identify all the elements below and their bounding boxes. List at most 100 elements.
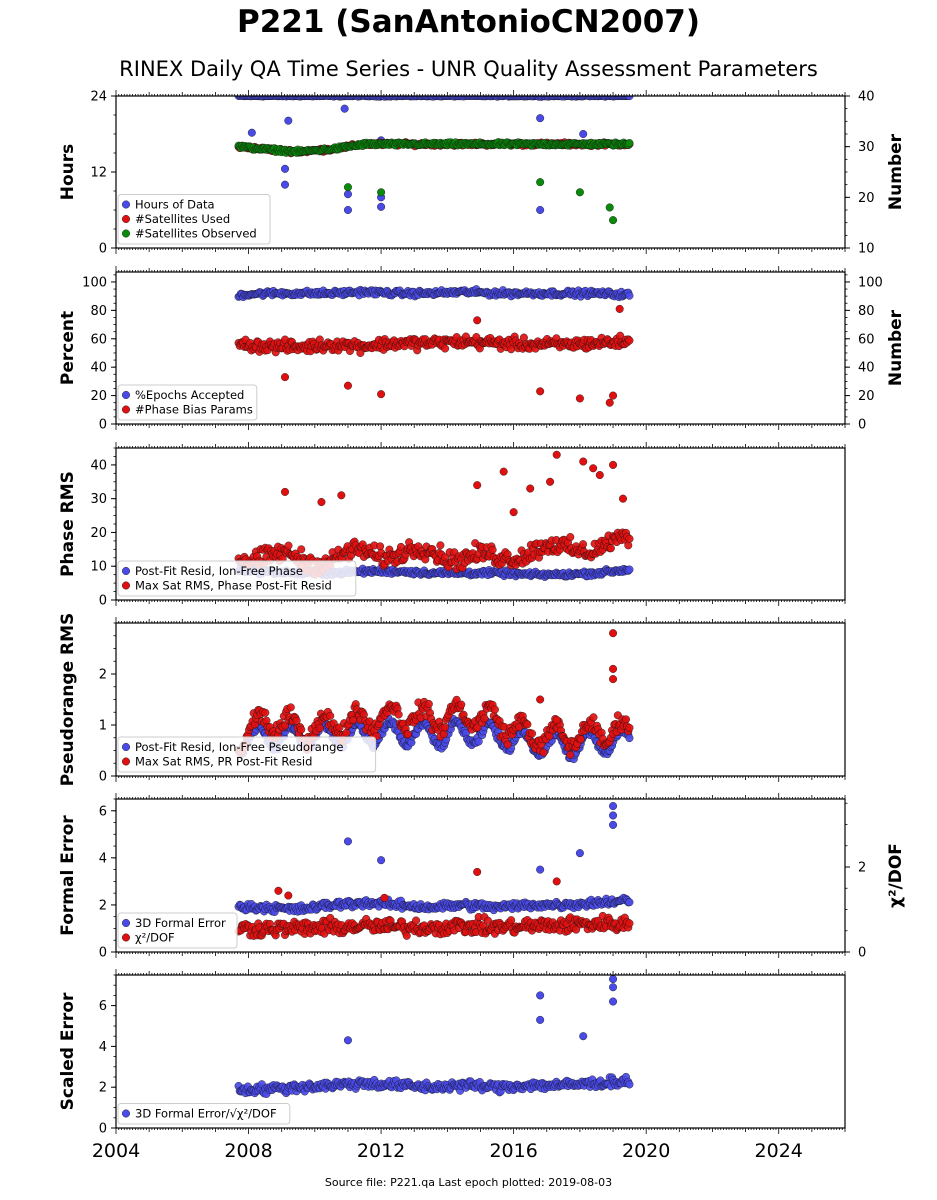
- y-tick-label: 24: [90, 90, 107, 105]
- data-point: [625, 336, 634, 345]
- legend-marker: [121, 581, 130, 590]
- y-right-tick-label: 80: [858, 304, 875, 319]
- data-point: [436, 541, 445, 550]
- data-point-outlier: [609, 391, 618, 400]
- y-tick-label: 12: [90, 166, 107, 181]
- data-point-outlier: [579, 457, 588, 466]
- y-axis-label: Percent: [58, 311, 78, 385]
- legend-marker: [121, 567, 130, 576]
- data-point-outlier: [509, 508, 518, 517]
- data-point: [356, 348, 365, 357]
- y-right-tick-label: 40: [858, 90, 875, 105]
- y-right-tick-label: 10: [858, 242, 875, 257]
- panel-2: 0 20 40 60 80 100 0 20 40 60 80 100 Percent Number %Ep…: [58, 266, 906, 433]
- data-point: [566, 533, 575, 542]
- y-tick-label: 0: [99, 770, 107, 785]
- series-1: [234, 96, 634, 214]
- series-2: [234, 304, 634, 407]
- data-point-outlier: [605, 398, 614, 407]
- data-point-outlier: [589, 464, 598, 473]
- data-point: [625, 291, 634, 300]
- legend-marker: [121, 229, 130, 238]
- data-point: [606, 544, 615, 553]
- data-point-outlier: [340, 104, 349, 113]
- data-point-outlier: [575, 394, 584, 403]
- legend-marker: [121, 214, 130, 223]
- data-point-outlier: [536, 205, 545, 214]
- data-point-outlier: [343, 183, 352, 192]
- data-point-outlier: [536, 178, 545, 187]
- data-point-outlier: [284, 116, 293, 125]
- legend-label: %Epochs Accepted: [135, 388, 244, 402]
- data-point-outlier: [546, 477, 555, 486]
- data-point-outlier: [247, 128, 256, 137]
- data-point-outlier: [536, 114, 545, 123]
- data-point-outlier: [343, 190, 352, 199]
- legend-label: Max Sat RMS, Phase Post-Fit Resid: [135, 579, 332, 593]
- data-point-outlier: [377, 202, 386, 211]
- y-tick-label: 0: [99, 242, 107, 257]
- y-right-axis-label: Number: [886, 309, 906, 386]
- data-point-outlier: [473, 481, 482, 490]
- data-point-outlier: [343, 381, 352, 390]
- y-tick-label: 60: [90, 332, 107, 347]
- data-point-outlier: [615, 304, 624, 313]
- y-tick-label: 0: [99, 594, 107, 609]
- data-point: [625, 565, 634, 574]
- y-tick-label: 40: [90, 361, 107, 376]
- series-2: [234, 450, 634, 579]
- legend-label: Hours of Data: [135, 198, 215, 212]
- y-tick-label: 10: [90, 560, 107, 575]
- data-point-outlier: [377, 188, 386, 197]
- data-point-outlier: [377, 390, 386, 399]
- series-1: [234, 285, 634, 302]
- data-point: [297, 545, 306, 554]
- data-point: [284, 541, 293, 550]
- y-axis-label: Hours: [58, 144, 78, 201]
- legend-label: #Satellites Observed: [135, 227, 257, 241]
- y-axis-label: Phase RMS: [58, 471, 78, 577]
- y-tick-label: 1: [99, 719, 107, 734]
- y-right-axis-label: Number: [886, 133, 906, 210]
- legend-marker: [121, 200, 130, 209]
- legend-label: #Phase Bias Params: [135, 403, 253, 417]
- data-point-outlier: [280, 180, 289, 189]
- y-tick-label: 0: [99, 418, 107, 433]
- y-tick-label: 2: [99, 668, 107, 683]
- chart-subtitle: RINEX Daily QA Time Series - UNR Quality…: [119, 57, 818, 81]
- data-point-outlier: [575, 188, 584, 197]
- data-point: [488, 545, 497, 554]
- y-right-tick-label: 30: [858, 140, 875, 155]
- data-point-outlier: [536, 387, 545, 396]
- data-point-outlier: [605, 203, 614, 212]
- data-point: [624, 541, 633, 550]
- y-tick-label: 20: [90, 526, 107, 541]
- data-point-outlier: [343, 205, 352, 214]
- data-point: [579, 540, 588, 549]
- data-point-outlier: [280, 487, 289, 496]
- data-points: [234, 96, 634, 225]
- y-right-tick-label: 0: [858, 418, 866, 433]
- data-point-outlier: [609, 216, 618, 225]
- y-tick-label: 40: [90, 458, 107, 473]
- legend-label: #Satellites Used: [135, 212, 230, 226]
- data-point-outlier: [595, 471, 604, 480]
- panel-3: 0 10 20 30 40 Phase RMS Post-Fit Resid, Ion-Fr…: [58, 442, 846, 609]
- data-point: [441, 344, 450, 353]
- y-right-tick-label: 20: [858, 389, 875, 404]
- y-tick-label: 100: [82, 275, 107, 290]
- data-point-outlier: [579, 129, 588, 138]
- legend-label: Post-Fit Resid, Ion-Free Phase: [135, 564, 303, 578]
- data-point: [625, 139, 634, 148]
- data-point: [625, 534, 634, 543]
- data-point: [376, 542, 385, 551]
- y-right-tick-label: 100: [858, 275, 883, 290]
- legend-marker: [121, 391, 130, 400]
- data-point-outlier: [337, 491, 346, 500]
- legend-box: [117, 194, 271, 245]
- y-tick-label: 20: [90, 389, 107, 404]
- y-right-tick-label: 60: [858, 332, 875, 347]
- chart-title: P221 (SanAntonioCN2007): [236, 4, 701, 40]
